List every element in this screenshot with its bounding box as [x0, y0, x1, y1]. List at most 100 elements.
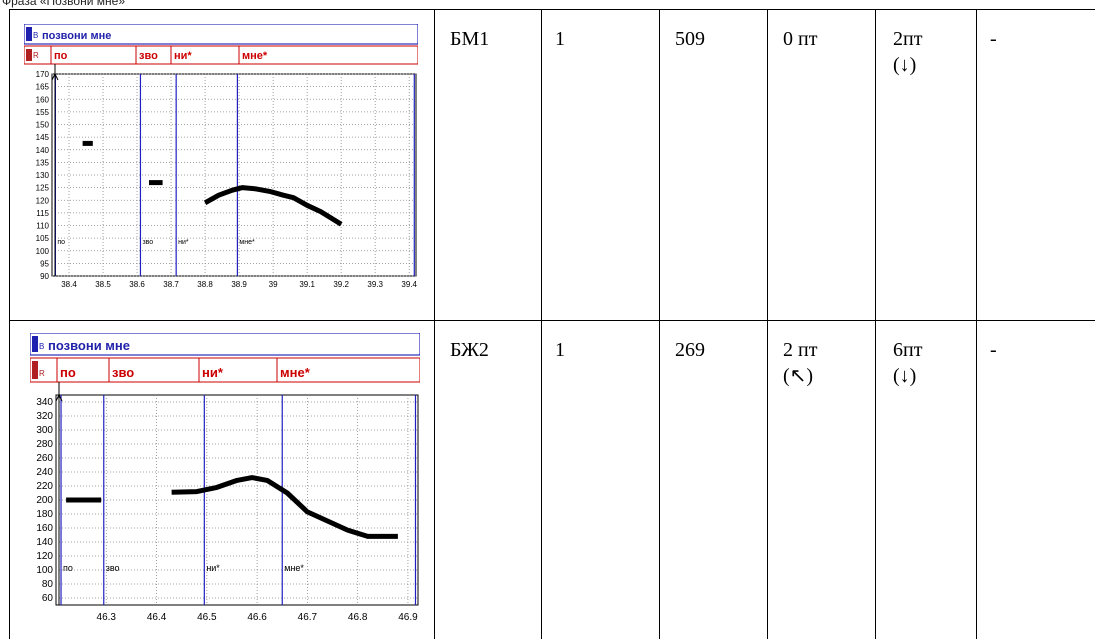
phrase-tier-box [30, 333, 420, 356]
x-tick-label: 38.5 [95, 280, 111, 289]
y-tick-label: 140 [36, 146, 50, 155]
row1-col4-line1: 0 пт [783, 28, 818, 50]
row2-col5-line1: 6пт [893, 339, 923, 361]
boundary-label: зво [106, 563, 120, 573]
row2-col4: 2 пт (↖) [783, 337, 817, 389]
syllable-tier-icon-letter: R [39, 369, 45, 378]
cursor-arrow [55, 393, 63, 402]
y-tick-label: 130 [36, 171, 50, 180]
phrase-label: позвони мне [42, 30, 111, 42]
y-tick-label: 80 [42, 579, 54, 590]
y-tick-label: 110 [36, 222, 49, 231]
syllable-tier-icon-letter: R [33, 51, 39, 60]
boundary-label: ни* [206, 563, 220, 573]
figure-caption: Фраза «Позвони мне» [2, 0, 125, 8]
y-tick-label: 170 [36, 70, 50, 79]
y-tick-label: 120 [36, 196, 50, 205]
x-tick-label: 46.6 [247, 612, 267, 623]
syllable-label: зво [112, 365, 134, 380]
y-tick-label: 95 [40, 259, 49, 268]
phrase-tier-icon-letter: B [33, 31, 38, 40]
syllable-label: зво [139, 50, 158, 62]
y-tick-label: 180 [36, 509, 53, 520]
pitch-contour-segment [171, 475, 398, 539]
x-tick-label: 46.3 [97, 612, 117, 623]
row2-col4-line1: 2 пт [783, 339, 818, 361]
x-tick-label: 38.4 [61, 280, 77, 289]
y-tick-label: 165 [36, 83, 50, 92]
y-tick-label: 115 [36, 209, 49, 218]
row1-col5-line2: (↓) [893, 54, 917, 76]
phrase-tier-icon-letter: B [39, 342, 44, 351]
row1-col5: 2пт (↓) [893, 26, 922, 78]
y-tick-label: 90 [40, 272, 49, 281]
y-tick-label: 125 [36, 184, 50, 193]
y-tick-label: 120 [36, 551, 53, 562]
x-tick-label: 39.4 [401, 280, 417, 289]
row2-col5-line2: (↓) [893, 365, 917, 387]
syllable-tier-box [24, 45, 418, 65]
phrase-tier-icon [26, 27, 32, 41]
syllable-label: по [60, 365, 76, 380]
row1-value: 509 [675, 28, 705, 50]
row1-col4: 0 пт [783, 26, 817, 52]
pitch-contour-segment [203, 185, 343, 227]
boundary-label: ни* [178, 239, 189, 246]
row1-count: 1 [555, 28, 565, 50]
y-tick-label: 135 [36, 158, 50, 167]
y-tick-label: 145 [36, 133, 50, 142]
row2-col5: 6пт (↓) [893, 337, 922, 389]
y-tick-label: 200 [36, 495, 53, 506]
y-tick-label: 220 [36, 481, 53, 492]
phrase-tier-box [24, 24, 418, 45]
boundary-label: по [57, 239, 65, 246]
x-tick-label: 38.6 [129, 280, 145, 289]
row1-speaker: БМ1 [450, 28, 490, 50]
y-tick-label: 105 [36, 234, 50, 243]
boundary-label: по [63, 563, 73, 573]
x-tick-label: 46.7 [298, 612, 318, 623]
syllable-tier-icon [32, 361, 38, 379]
syllable-label: мне* [242, 50, 268, 62]
y-tick-label: 150 [36, 121, 50, 130]
x-tick-label: 38.9 [231, 280, 247, 289]
x-tick-label: 46.5 [197, 612, 217, 623]
syllable-label: мне* [280, 365, 311, 380]
y-tick-label: 60 [42, 593, 54, 604]
y-tick-label: 140 [36, 537, 53, 548]
y-tick-label: 300 [36, 425, 53, 436]
y-tick-label: 240 [36, 467, 53, 478]
phrase-tier-icon [32, 336, 38, 352]
syllable-label: ни* [174, 50, 192, 62]
boundary-label: зво [142, 239, 153, 246]
row2-col6: - [990, 339, 997, 361]
row2-col4-line2: (↖) [783, 365, 814, 387]
boundary-label: мне* [239, 239, 255, 246]
y-tick-label: 260 [36, 453, 53, 464]
phrase-label: позвони мне [48, 338, 130, 353]
row2-speaker: БЖ2 [450, 339, 489, 361]
x-tick-label: 46.9 [398, 612, 418, 623]
cursor-arrow [51, 72, 59, 81]
y-tick-label: 340 [36, 397, 53, 408]
x-tick-label: 38.8 [197, 280, 213, 289]
y-tick-label: 155 [36, 108, 50, 117]
x-tick-label: 39.2 [333, 280, 349, 289]
y-tick-label: 100 [36, 565, 53, 576]
syllable-label: ни* [202, 365, 224, 380]
x-tick-label: 46.4 [147, 612, 167, 623]
row1-col5-line1: 2пт [893, 28, 923, 50]
x-tick-label: 39.3 [367, 280, 383, 289]
y-tick-label: 160 [36, 95, 50, 104]
syllable-label: по [54, 50, 68, 62]
syllable-tier-box [30, 357, 420, 383]
x-tick-label: 46.8 [348, 612, 368, 623]
x-tick-label: 38.7 [163, 280, 179, 289]
row1-col6: - [990, 28, 997, 50]
